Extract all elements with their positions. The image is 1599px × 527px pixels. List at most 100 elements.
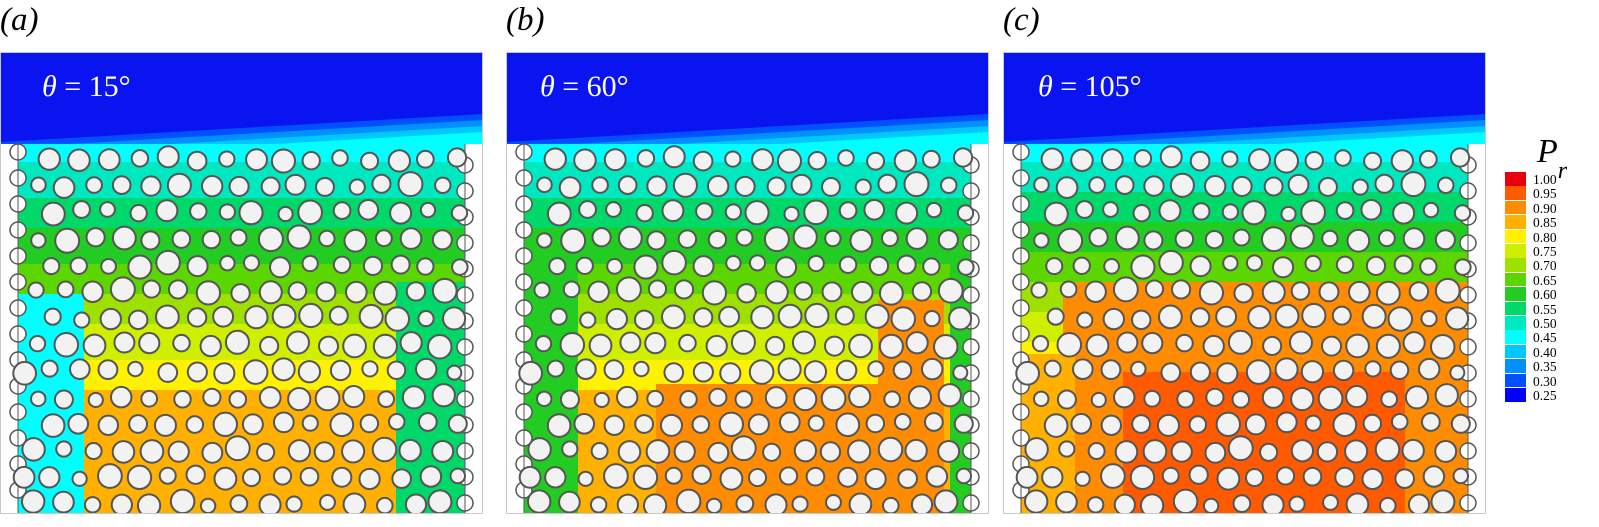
solid-grain <box>1274 357 1299 382</box>
solid-grain <box>573 412 596 435</box>
solid-grain <box>1114 225 1140 251</box>
solid-grain <box>1244 468 1265 488</box>
solid-grain <box>1216 466 1241 491</box>
solid-grain <box>28 335 47 353</box>
solid-grain <box>1374 436 1401 463</box>
solid-grain <box>1348 280 1371 304</box>
solid-grain <box>43 307 62 326</box>
panel-c <box>1003 52 1486 514</box>
solid-grain <box>1143 230 1164 251</box>
solid-grain <box>87 391 104 409</box>
solid-grain <box>40 201 66 227</box>
solid-grain <box>127 360 144 378</box>
solid-grain <box>956 204 975 222</box>
solid-grain <box>783 205 800 223</box>
solid-grain <box>1102 307 1125 331</box>
contour-field <box>0 52 483 514</box>
solid-grain <box>376 496 394 514</box>
solid-grain <box>1401 438 1425 463</box>
solid-grain <box>20 489 46 514</box>
solid-grain <box>319 493 336 511</box>
solid-grain <box>387 149 411 173</box>
solid-grain <box>561 440 579 458</box>
solid-grain <box>404 493 428 514</box>
solid-grain <box>791 495 809 513</box>
solid-grain <box>399 331 423 355</box>
solid-grain <box>153 413 177 437</box>
solid-grain <box>377 390 395 409</box>
solid-grain <box>1430 489 1456 514</box>
solid-grain <box>591 227 612 248</box>
solid-grain <box>633 360 650 378</box>
solid-grain <box>679 390 698 409</box>
solid-grain <box>1362 413 1383 434</box>
solid-grain <box>1045 257 1064 276</box>
solid-grain <box>1189 361 1211 383</box>
solid-grain <box>1393 254 1414 275</box>
solid-grain <box>662 145 686 169</box>
solid-grain <box>219 254 236 272</box>
solid-grain <box>1130 254 1156 280</box>
solid-grain <box>578 200 597 219</box>
solid-grain <box>903 171 930 198</box>
solid-grain <box>169 488 196 514</box>
solid-grain <box>1100 414 1123 436</box>
solid-grain <box>56 280 75 299</box>
solid-grain <box>635 204 654 223</box>
solid-grain <box>229 494 249 513</box>
solid-grain <box>1434 277 1461 304</box>
solid-grain <box>1402 331 1426 355</box>
solid-grain <box>1261 280 1286 305</box>
solid-grain <box>1445 306 1470 331</box>
solid-grain <box>1015 360 1040 386</box>
solid-grain <box>1332 359 1355 382</box>
solid-grain <box>1074 470 1091 487</box>
solid-grain <box>1033 176 1050 194</box>
solid-grain <box>1335 201 1355 220</box>
solid-grain <box>287 439 312 463</box>
solid-grain <box>1056 389 1077 410</box>
solid-grain <box>864 303 890 329</box>
solid-grain <box>111 175 132 195</box>
solid-grain <box>952 147 974 168</box>
colorbar-tick: 0.75 <box>1533 244 1557 259</box>
solid-grain <box>1215 305 1238 328</box>
solid-grain <box>560 227 587 254</box>
panel-a <box>0 52 483 514</box>
solid-grain <box>937 229 959 251</box>
solid-grain <box>1241 200 1267 226</box>
solid-grain <box>957 258 975 276</box>
solid-grain <box>1321 335 1343 357</box>
solid-grain <box>1422 201 1440 219</box>
solid-grain <box>260 176 281 197</box>
solid-grain <box>1262 335 1283 356</box>
solid-grain <box>730 435 757 462</box>
solid-grain <box>617 440 642 464</box>
solid-grain <box>896 254 917 275</box>
solid-grain <box>1204 174 1227 198</box>
colorbar-title: Pr <box>1537 133 1568 184</box>
solid-grain <box>42 257 61 276</box>
solid-grain <box>259 335 280 356</box>
colorbar-tick: 0.50 <box>1533 316 1557 331</box>
solid-grain <box>748 359 775 385</box>
solid-grain <box>1231 390 1251 409</box>
solid-grain <box>1275 466 1296 486</box>
solid-grain <box>1100 463 1126 489</box>
solid-grain <box>1103 257 1120 275</box>
solid-grain <box>415 149 435 169</box>
solid-grain <box>1244 413 1267 436</box>
solid-grain <box>764 493 788 514</box>
solid-grain <box>791 330 816 355</box>
solid-grain <box>398 438 422 463</box>
solid-grain <box>342 385 366 409</box>
solid-grain <box>40 413 66 438</box>
solid-grain <box>1288 495 1306 513</box>
colorbar-tick: 0.55 <box>1533 301 1557 317</box>
solid-grain <box>298 302 324 329</box>
solid-grain <box>374 229 393 248</box>
solid-grain <box>1449 364 1466 381</box>
solid-grain <box>778 466 799 486</box>
solid-grain <box>878 280 904 306</box>
solid-grain <box>1144 279 1165 299</box>
